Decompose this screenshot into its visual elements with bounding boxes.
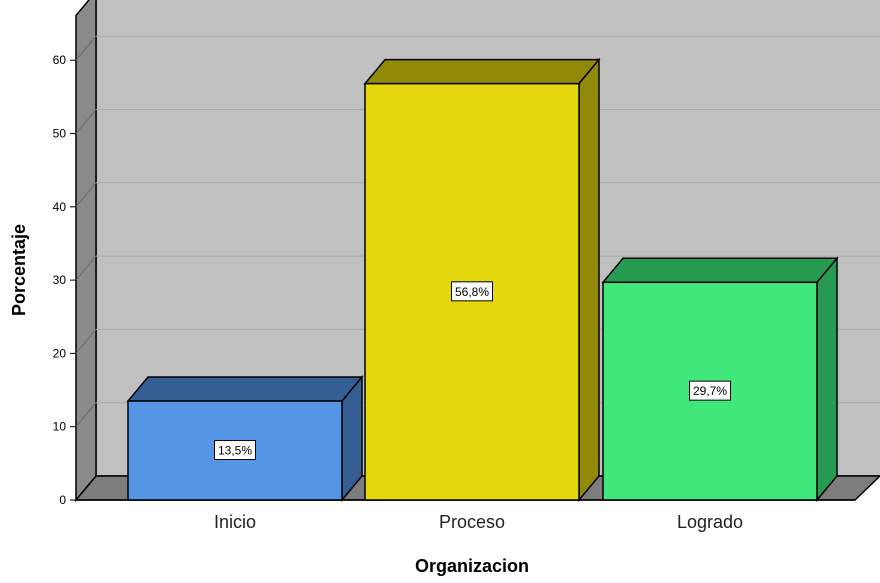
y-tick-label: 20 [53, 346, 67, 360]
y-tick-labels: 0 10 20 30 40 50 60 [53, 53, 76, 507]
gridline-side [75, 329, 97, 354]
gridline-side [75, 182, 97, 208]
y-tick-label: 40 [53, 200, 67, 214]
x-category-label: Inicio [214, 512, 256, 532]
side-wall [75, 0, 97, 503]
y-tick-label: 30 [53, 273, 67, 287]
gridline-side [75, 255, 97, 281]
y-tick-label: 60 [53, 53, 67, 67]
data-label: 56,8% [455, 285, 489, 299]
gridline-side [75, 35, 97, 61]
bar-top-face [126, 376, 364, 402]
gridline-side [75, 109, 97, 134]
y-tick-label: 10 [53, 420, 67, 434]
x-category-labels: Inicio Proceso Logrado [214, 512, 743, 532]
gridline-side [75, 402, 97, 428]
data-label-box [689, 380, 731, 401]
y-axis-title: Porcentaje [9, 224, 29, 316]
x-category-label: Logrado [677, 512, 743, 532]
y-tick-label: 50 [53, 127, 67, 141]
bar-top-face [363, 58, 601, 85]
bar-side-face [816, 256, 838, 503]
bar-side-face [578, 57, 600, 503]
x-axis-title: Organizacion [415, 556, 529, 576]
data-label-box [451, 281, 493, 302]
bar-top-face [601, 257, 839, 284]
y-tick-label: 0 [59, 493, 66, 507]
bars: 13,5% 56,8% 29,7% [126, 57, 839, 503]
data-label: 13,5% [218, 444, 252, 458]
data-label-box [214, 440, 256, 461]
x-category-label: Proceso [439, 512, 505, 532]
data-label: 29,7% [693, 384, 727, 398]
